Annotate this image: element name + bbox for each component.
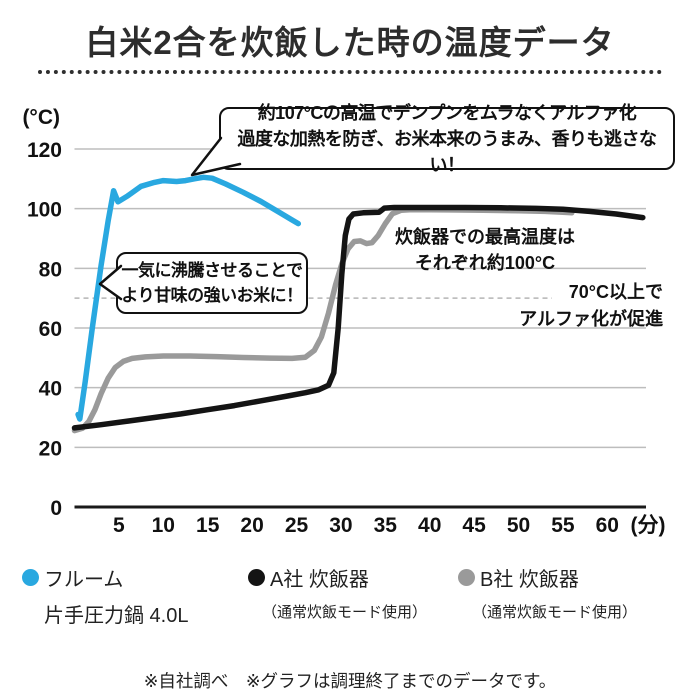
legend-item-company-b: B社 炊飯器 （通常炊飯モード使用） — [458, 563, 637, 622]
note-alpha-line1: 70°C以上で — [568, 282, 663, 302]
legend-sublabel-company-b: （通常炊飯モード使用） — [472, 604, 638, 621]
callout-boil-line2: より甘味の強いお米に！ — [121, 286, 303, 305]
series-line-2 — [75, 174, 302, 422]
legend-dot-fluum — [22, 568, 39, 586]
legend-dot-company-b — [458, 568, 475, 586]
y-tick-label-120: 120 — [27, 139, 62, 162]
x-tick-label-15: 15 — [196, 514, 220, 537]
legend-sublabel-fluum: 片手圧力鍋 4.0L — [44, 605, 189, 627]
footnote: ※自社調べ ※グラフは調理終了までのデータです。 — [143, 671, 557, 691]
series-line-1 — [71, 204, 646, 431]
x-tick-label-45: 45 — [462, 514, 486, 537]
x-tick-label-30: 30 — [329, 514, 352, 537]
callout-alpha-line2: 過度な加熱を防ぎ、お米本来のうまみ、香りも逃さない！ — [237, 128, 657, 175]
x-tick-label-20: 20 — [240, 514, 263, 537]
legend-dot-company-a — [248, 568, 265, 586]
callout-boil: 一気に沸騰させることで より甘味の強いお米に！ — [116, 252, 308, 314]
x-tick-label-55: 55 — [551, 514, 575, 537]
legend-label-company-b: B社 炊飯器 — [480, 568, 579, 591]
legend-sublabel-company-a: （通常炊飯モード使用） — [262, 604, 428, 621]
callout-boil-line1: 一気に沸騰させることで — [121, 261, 304, 280]
x-tick-label-10: 10 — [152, 514, 175, 537]
legend-item-company-a: A社 炊飯器 （通常炊飯モード使用） — [248, 563, 427, 622]
temperature-chart: 0 20 40 60 80 100 120 (°C) 5 10 15 20 25 30 35 40 45 50 55… — [22, 106, 666, 537]
x-tick-label-40: 40 — [418, 514, 441, 537]
x-tick-label-5: 5 — [113, 514, 125, 537]
y-tick-label-0: 0 — [50, 497, 62, 520]
note-alpha-line2: アルファ化が促進 — [519, 309, 663, 329]
x-tick-label-35: 35 — [374, 514, 398, 537]
x-tick-label-50: 50 — [507, 514, 530, 537]
title-divider — [38, 70, 662, 74]
x-axis-unit: (分) — [631, 514, 666, 537]
y-tick-label-80: 80 — [39, 258, 62, 281]
x-tick-label-60: 60 — [596, 514, 619, 537]
legend: フルーム 片手圧力鍋 4.0L A社 炊飯器 （通常炊飯モード使用） B社 炊飯… — [0, 563, 700, 643]
legend-item-fluum: フルーム 片手圧力鍋 4.0L — [22, 563, 188, 628]
legend-label-company-a: A社 炊飯器 — [270, 568, 369, 591]
note-max-temp: 炊飯器での最高温度は それぞれ約100°C — [345, 224, 625, 276]
note-max-temp-line2: それぞれ約100°C — [414, 253, 556, 273]
x-tick-label-25: 25 — [285, 514, 309, 537]
y-tick-label-40: 40 — [39, 378, 62, 401]
legend-label-fluum: フルーム — [44, 568, 124, 591]
y-tick-label-100: 100 — [27, 199, 62, 222]
page-title: 白米2合を炊飯した時の温度データ — [85, 24, 615, 61]
callout-alpha: 約107°Cの高温でデンプンをムラなくアルファ化 過度な加熱を防ぎ、お米本来のう… — [219, 103, 675, 175]
note-max-temp-line1: 炊飯器での最高温度は — [395, 227, 575, 247]
y-tick-label-20: 20 — [39, 437, 62, 460]
y-tick-label-60: 60 — [39, 318, 62, 341]
note-alpha: 70°C以上で アルファ化が促進 — [430, 279, 663, 333]
y-axis-unit: (°C) — [22, 106, 60, 129]
callout-alpha-line1: 約107°Cの高温でデンプンをムラなくアルファ化 — [257, 102, 637, 123]
